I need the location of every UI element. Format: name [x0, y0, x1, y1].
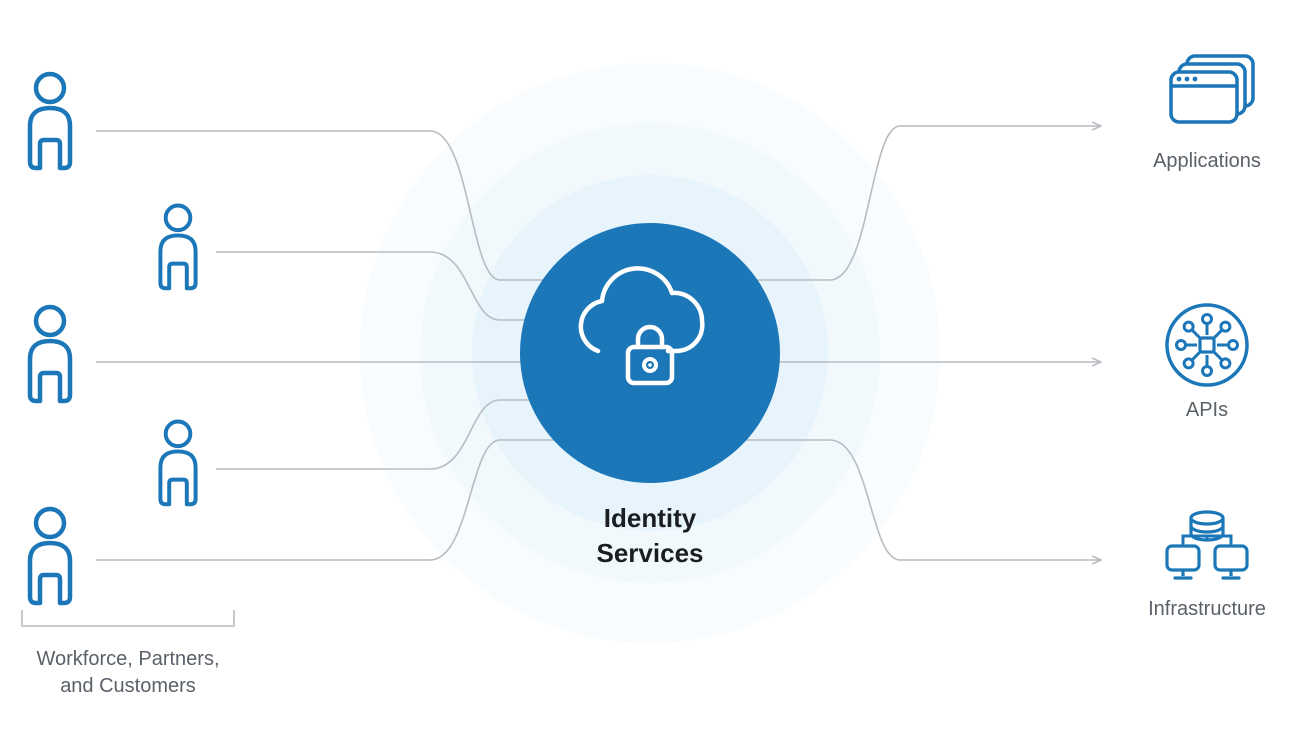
left-bracket [22, 610, 234, 626]
people-group [30, 74, 196, 603]
person-icon [30, 509, 70, 603]
left-group-label: Workforce, Partners, and Customers [0, 646, 258, 700]
left-group-label-line2: and Customers [0, 673, 258, 700]
person-icon [160, 206, 195, 289]
servers-db-icon [1167, 512, 1247, 578]
center-title-line2: Services [550, 536, 750, 571]
center-node [520, 223, 780, 483]
center-title-line1: Identity [550, 501, 750, 536]
hub-network-icon [1167, 305, 1247, 385]
infrastructure-label: Infrastructure [1117, 598, 1297, 621]
apis-label: APIs [1117, 399, 1297, 422]
person-icon [30, 74, 70, 168]
diagram-canvas [0, 0, 1312, 740]
left-group-label-line1: Workforce, Partners, [0, 646, 258, 673]
applications-label: Applications [1117, 150, 1297, 173]
right-icons-group [1167, 56, 1253, 578]
person-icon [30, 307, 70, 401]
browser-stack-icon [1171, 56, 1253, 122]
center-title: Identity Services [550, 501, 750, 571]
person-icon [160, 422, 195, 505]
